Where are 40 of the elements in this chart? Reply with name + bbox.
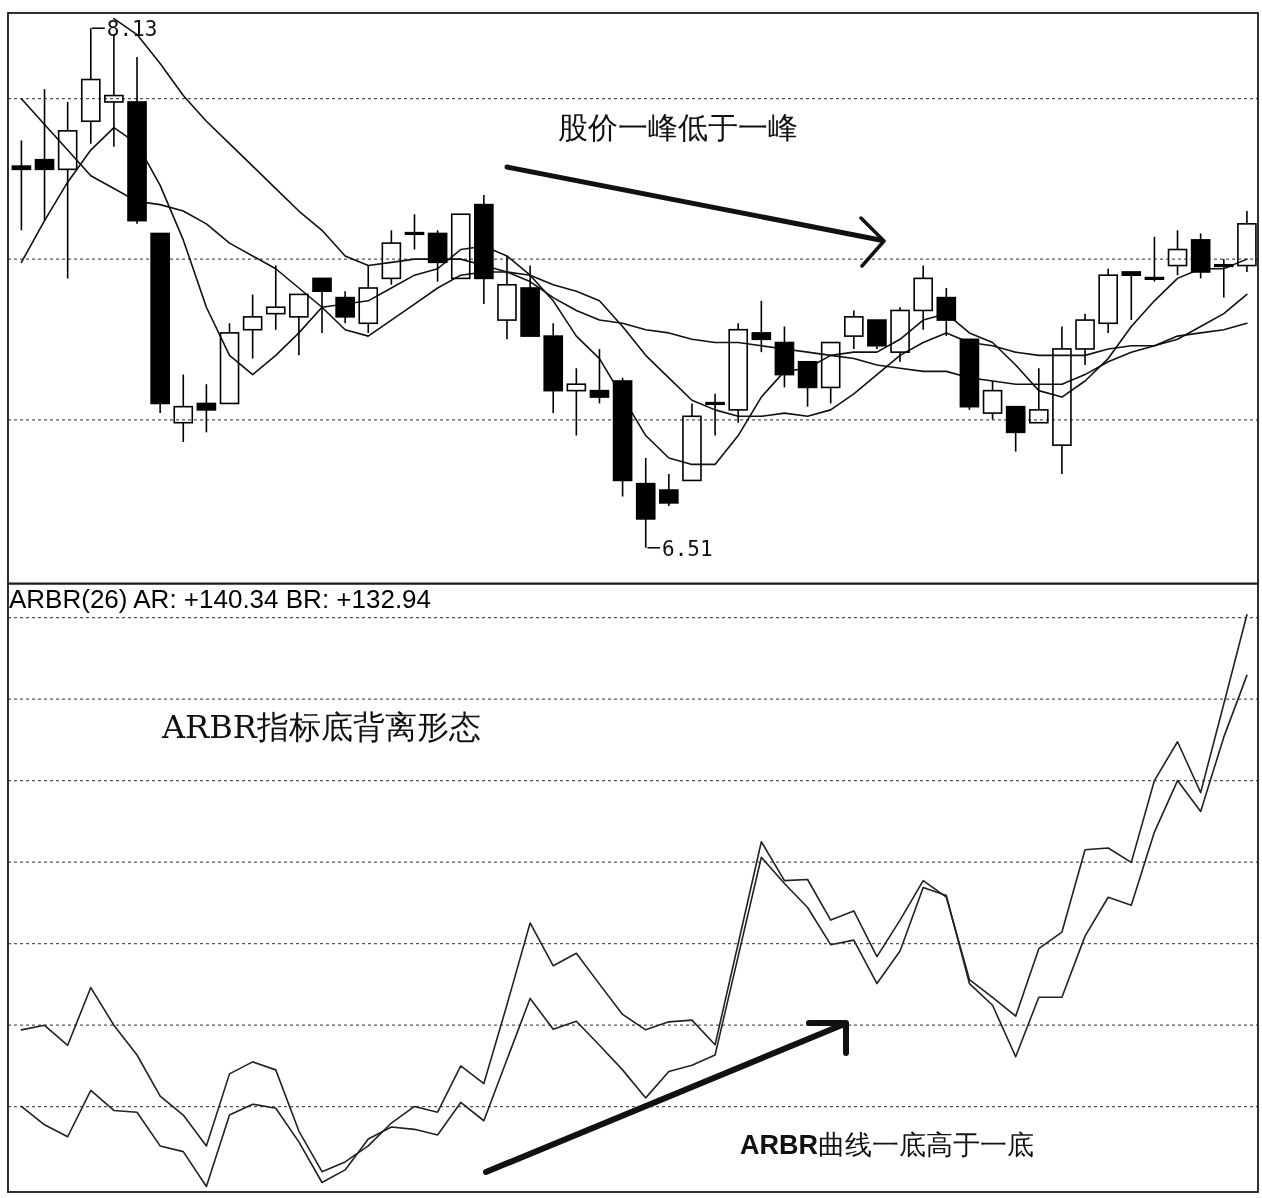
candlestick [57,101,78,280]
candlestick [404,213,425,251]
candlestick [751,300,772,353]
candlestick [242,293,263,360]
annotation: ARBR曲线一底高于一底 [740,1129,1034,1160]
candlestick [312,277,332,334]
candlestick [381,229,402,286]
candlestick [1075,312,1095,366]
candlestick [844,309,864,350]
candlestick [728,322,749,424]
annotation: 股价一峰低于一峰 [558,110,798,145]
candlestick [11,139,32,232]
annotation: ARBR指标底背离形态 [161,708,481,746]
candlestick [335,290,355,325]
candlestick [1028,367,1049,424]
candlestick [1167,229,1188,276]
candlestick [1144,235,1165,283]
candlestick [682,402,702,482]
candlestick [659,473,679,507]
candlestick [289,293,309,357]
candlestick [196,383,217,434]
candlestick [820,341,841,405]
annotation: 6.51 [662,537,713,561]
candlestick [1098,267,1118,334]
candlestick [34,88,55,222]
candlestick [358,264,379,334]
candlestick [173,373,194,443]
candlestick [497,255,517,341]
candlestick [1121,271,1142,321]
candlestick [913,264,934,331]
candlestick [890,306,910,363]
candlestick [1213,258,1234,299]
chart-title: ARBR(26) AR: +140.34 BR: +132.94 [9,583,432,614]
candlestick [936,287,957,337]
candlestick [566,367,587,437]
candlestick [705,393,725,437]
candlestick [1237,210,1257,273]
candlestick [1052,325,1072,475]
candlestick [265,264,286,331]
candlestick [589,348,610,405]
